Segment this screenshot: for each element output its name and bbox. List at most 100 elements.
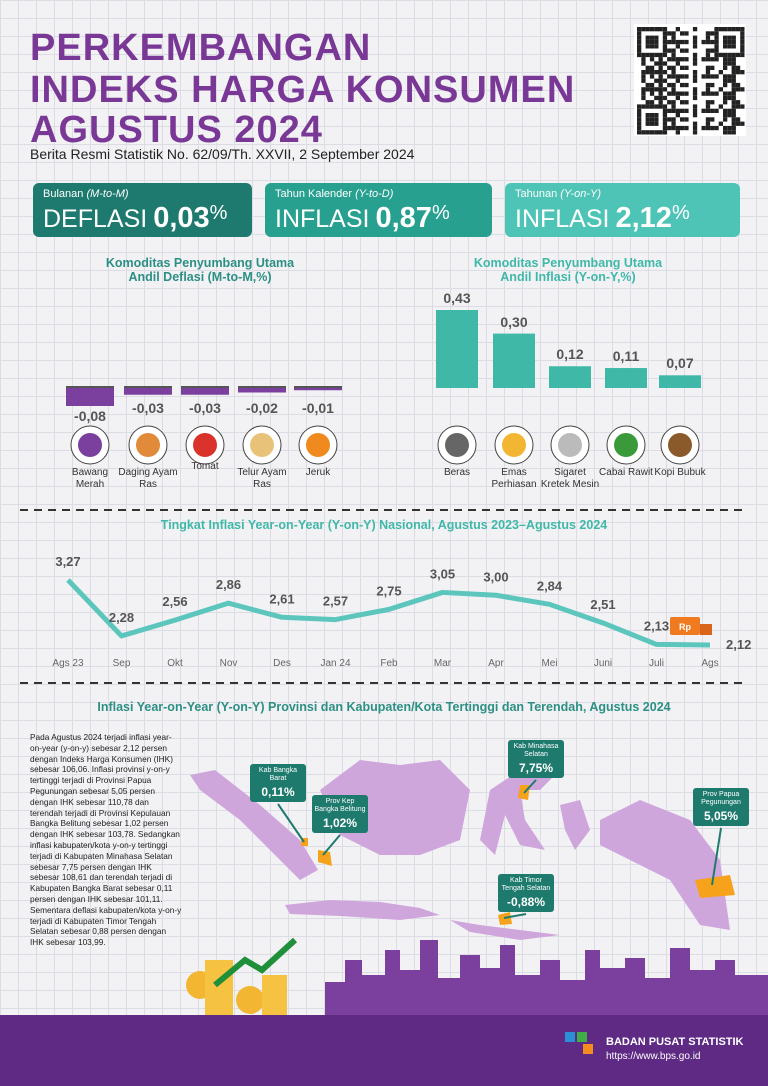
bar-top — [124, 386, 172, 388]
title-line: PERKEMBANGAN — [30, 27, 372, 69]
skyline — [325, 940, 768, 1015]
callout-value: 5,05% — [703, 809, 739, 823]
value-label: 2,13 — [644, 618, 669, 633]
callout-value: 1,02% — [322, 816, 358, 830]
card-unit: % — [209, 202, 228, 224]
callout-pin — [711, 827, 722, 886]
icon — [78, 433, 102, 457]
x-tick-label: Mei — [541, 658, 557, 669]
bar — [659, 375, 701, 388]
value-label: 2,61 — [269, 591, 294, 606]
bar — [66, 388, 114, 406]
value-label: 2,84 — [537, 578, 563, 593]
chart-title: Tingkat Inflasi Year-on-Year (Y-on-Y) Na… — [160, 518, 608, 532]
map-highlight — [301, 785, 735, 925]
title-line: INDEKS HARGA KONSUMEN — [30, 69, 576, 111]
logo — [565, 1032, 593, 1054]
icon — [250, 433, 274, 457]
chart-subtitle: Andil Deflasi (M-to-M,%) — [128, 270, 272, 284]
value-label: 2,12 — [726, 637, 751, 652]
value-label: 3,05 — [430, 566, 455, 581]
card-period: Tahunan (Y-on-Y) — [515, 188, 601, 200]
callout-label: Kab Minahasa Selatan — [513, 743, 559, 758]
card-period: Bulanan (M-to-M) — [43, 188, 129, 200]
category-label: Beras — [443, 467, 471, 478]
chart-subtitle: Andil Inflasi (Y-on-Y,%) — [500, 270, 636, 284]
value-label: -0,02 — [246, 400, 278, 416]
x-tick-label: Sep — [113, 658, 131, 669]
value-label: 2,28 — [109, 610, 134, 625]
icon — [193, 433, 217, 457]
category-label: Tomat — [191, 461, 219, 472]
callout-pin — [322, 834, 341, 856]
callout-value: 0,11% — [261, 785, 295, 799]
truck-cab — [700, 624, 712, 635]
category-label: Telur Ayam Ras — [237, 467, 287, 490]
value-label: 2,86 — [216, 577, 241, 592]
value-label: -0,08 — [74, 408, 106, 424]
subtitle: Berita Resmi Statistik No. 62/09/Th. XXV… — [30, 146, 415, 162]
icon — [306, 433, 330, 457]
x-tick-label: Jan 24 — [320, 658, 350, 669]
category-label: Cabai Rawit — [599, 467, 653, 478]
category-label: Jeruk — [305, 467, 331, 478]
category-label: Kopi Bubuk — [654, 467, 706, 478]
value-label: 0,43 — [443, 290, 471, 306]
value-label: -0,03 — [189, 400, 221, 416]
map — [190, 760, 730, 940]
bar-top — [66, 386, 114, 388]
callout: Prov Kep Bangka Belitung 1,02% — [312, 795, 368, 833]
value-label: 3,27 — [55, 554, 80, 569]
value-label: 0,07 — [666, 355, 694, 372]
category-label: Emas Perhiasan — [491, 467, 537, 490]
callout-value: 7,75% — [518, 761, 554, 775]
x-tick-label: Juli — [649, 658, 664, 669]
x-tick-label: Ags — [701, 658, 718, 669]
bar-top — [238, 386, 286, 388]
card-number: 0,87 — [375, 202, 432, 234]
bar-top — [181, 386, 229, 388]
x-tick-label: Nov — [220, 658, 238, 669]
value-label: -0,03 — [132, 400, 164, 416]
chart-title: Komoditas Penyumbang Utama Andil Deflasi … — [50, 256, 350, 284]
card-label: INFLASI — [275, 205, 370, 233]
card-period: Tahun Kalender (Y-to-D) — [275, 188, 393, 200]
card-number: 2,12 — [615, 202, 672, 234]
value-label: 2,51 — [590, 597, 615, 612]
callout-label: Kab Bangka Barat — [258, 767, 298, 782]
period-code: (M-to-M) — [86, 188, 129, 200]
url: https://www.bps.go.id — [606, 1051, 701, 1062]
bar — [436, 310, 478, 388]
chart-title-text: Komoditas Penyumbang Utama — [105, 256, 295, 270]
card-unit: % — [671, 202, 690, 224]
category-label: Daging Ayam Ras — [118, 467, 178, 490]
x-tick-label: Des — [273, 658, 291, 669]
value-label: 3,00 — [483, 569, 508, 584]
x-tick-label: Feb — [380, 658, 398, 669]
coins — [186, 937, 298, 1015]
card-label: DEFLASI — [43, 205, 148, 233]
chart-title: Komoditas Penyumbang Utama Andil Inflasi … — [418, 256, 718, 284]
bar-top — [294, 386, 342, 388]
icon — [136, 433, 160, 457]
card-label: INFLASI — [515, 205, 610, 233]
x-tick-label: Okt — [167, 658, 183, 669]
callout-value: -0,88% — [506, 895, 546, 909]
summary-card: Tahunan (Y-on-Y) INFLASI 2,12% — [505, 183, 740, 237]
callout-label: Prov Papua Pegunungan — [701, 791, 741, 806]
bar — [238, 388, 286, 393]
x-tick-label: Juni — [594, 658, 612, 669]
period: Bulanan — [43, 188, 84, 200]
icon — [502, 433, 526, 457]
qr-code — [634, 24, 746, 136]
line — [66, 578, 711, 648]
value-label: 0,11 — [612, 348, 640, 365]
icon — [614, 433, 638, 457]
category-label: Sigaret Kretek Mesin — [540, 467, 600, 490]
bar — [605, 368, 647, 388]
organization: BADAN PUSAT STATISTIK — [606, 1036, 744, 1048]
card-value: DEFLASI 0,03% — [43, 202, 227, 235]
